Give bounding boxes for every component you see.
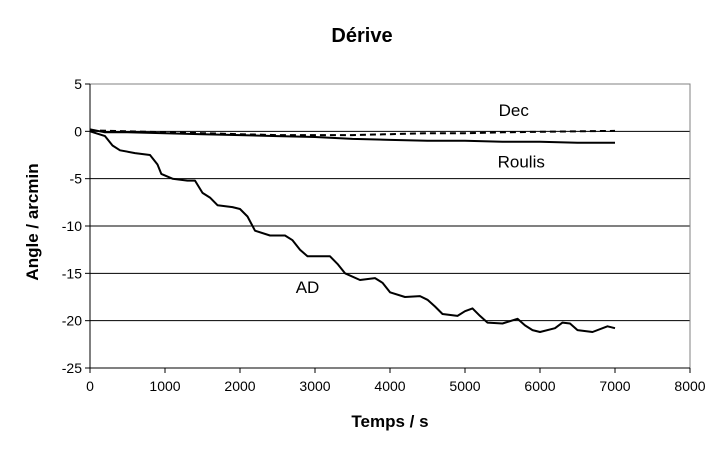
x-tick-label: 5000 bbox=[449, 378, 480, 394]
y-tick-label: -25 bbox=[62, 360, 82, 376]
annotation-roulis: Roulis bbox=[498, 152, 545, 171]
x-tick-label: 1000 bbox=[149, 378, 180, 394]
series-line-ad bbox=[89, 130, 616, 333]
x-tick-label: 2000 bbox=[224, 378, 255, 394]
annotation-dec: Dec bbox=[499, 101, 530, 120]
x-axis-label: Temps / s bbox=[351, 412, 428, 431]
x-tick-label: 7000 bbox=[599, 378, 630, 394]
x-ticks: 0 1000 2000 3000 4000 5000 6000 7000 8000 bbox=[86, 368, 706, 394]
y-ticks: 5 0 -5 -10 -15 -20 -25 bbox=[62, 76, 90, 376]
y-tick-label: 0 bbox=[74, 123, 82, 139]
x-tick-label: 6000 bbox=[524, 378, 555, 394]
y-tick-label: 5 bbox=[74, 76, 82, 92]
series-lines bbox=[89, 128, 616, 333]
series-line-roulis bbox=[89, 128, 615, 144]
x-tick-label: 4000 bbox=[374, 378, 405, 394]
x-tick-label: 0 bbox=[86, 378, 94, 394]
series-annotations: Dec Roulis AD bbox=[296, 101, 545, 297]
series-line-dec bbox=[89, 129, 616, 137]
y-tick-label: -5 bbox=[70, 171, 83, 187]
y-tick-label: -10 bbox=[62, 218, 82, 234]
x-tick-label: 8000 bbox=[674, 378, 705, 394]
y-tick-label: -15 bbox=[62, 265, 82, 281]
y-axis-label: Angle / arcmin bbox=[23, 163, 42, 280]
chart-title: Dérive bbox=[331, 25, 392, 47]
x-tick-label: 3000 bbox=[299, 378, 330, 394]
y-tick-label: -20 bbox=[62, 313, 82, 329]
annotation-ad: AD bbox=[296, 278, 320, 297]
